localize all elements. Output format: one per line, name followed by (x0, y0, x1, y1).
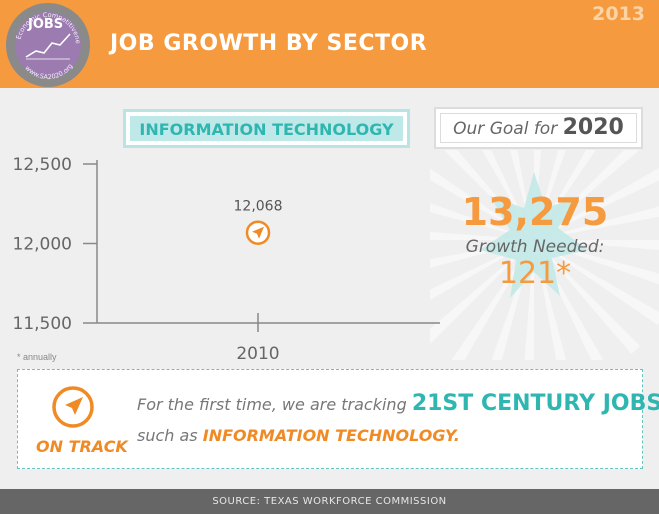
sa2020-logo: JOBS Economic Competitiveness www.SA2020… (6, 3, 90, 87)
page-title: JOB GROWTH BY SECTOR (110, 31, 428, 56)
sector-highlight: INFORMATION TECHNOLOGY. (202, 426, 460, 445)
svg-text:Economic Competitiveness: Economic Competitiveness (6, 3, 82, 44)
data-point-arrow-icon (252, 226, 264, 239)
starburst-ray (534, 150, 542, 240)
year-label: 2013 (592, 3, 645, 25)
logo-url-text: www.SA2020.org (23, 62, 74, 81)
y-tick-label: 12,000 (13, 235, 72, 255)
tracking-statement-line1: For the first time, we are tracking 21ST… (137, 391, 659, 416)
logo-inner-circle (15, 12, 81, 78)
sector-label: INFORMATION TECHNOLOGY (139, 120, 394, 139)
tracking-prefix: For the first time, we are tracking (137, 395, 407, 414)
goal-star-shape (480, 172, 588, 298)
source-credit: SOURCE: TEXAS WORKFORCE COMMISSION (212, 496, 447, 507)
footer-bar: SOURCE: TEXAS WORKFORCE COMMISSION (0, 489, 659, 514)
y-tick-label: 12,500 (13, 155, 72, 175)
goal-year: 2020 (562, 115, 624, 140)
logo-ring-text: Economic Competitiveness www.SA2020.org (6, 3, 82, 81)
logo-ring-top-text: Economic Competitiveness (6, 3, 82, 44)
tracking-statement-line2: such as INFORMATION TECHNOLOGY. (137, 426, 460, 445)
on-track-label: ON TRACK (36, 437, 128, 456)
annual-footnote: * annually (17, 352, 57, 362)
job-growth-chart: 12,500 12,000 11,500 2010 12,068 (13, 155, 440, 364)
sector-label-box: INFORMATION TECHNOLOGY (123, 109, 410, 148)
goal-box-inner-border (440, 113, 637, 143)
goal-prefix: Our Goal for (453, 119, 558, 139)
goal-heading: Our Goal for 2020 (436, 115, 641, 140)
x-tick-label: 2010 (236, 344, 279, 364)
goal-box: Our Goal for 2020 (434, 107, 643, 149)
starburst-ray (534, 240, 641, 355)
starburst-ray (451, 240, 534, 360)
header-banner: JOBS Economic Competitiveness www.SA2020… (0, 0, 659, 88)
goal-target-number: 13,275 (461, 190, 609, 234)
y-tick-label: 11,500 (13, 314, 72, 334)
growth-needed-label: Growth Needed: (465, 237, 605, 257)
tracking-highlight: 21ST CENTURY JOBS (411, 391, 659, 416)
starburst-ray (534, 240, 659, 325)
starburst-ray (430, 240, 534, 345)
logo-chart-icon (25, 33, 71, 60)
such-as-prefix: such as (137, 426, 198, 445)
logo-word: JOBS (28, 17, 64, 32)
on-track-box (17, 369, 643, 469)
starburst-background (430, 150, 659, 360)
growth-needed-value: 121* (498, 256, 572, 291)
data-label: 12,068 (234, 199, 283, 215)
svg-text:www.SA2020.org: www.SA2020.org (23, 62, 74, 81)
starburst-ray (524, 240, 534, 360)
compass-arrow-icon (52, 386, 94, 428)
sector-label-fill (130, 116, 403, 141)
